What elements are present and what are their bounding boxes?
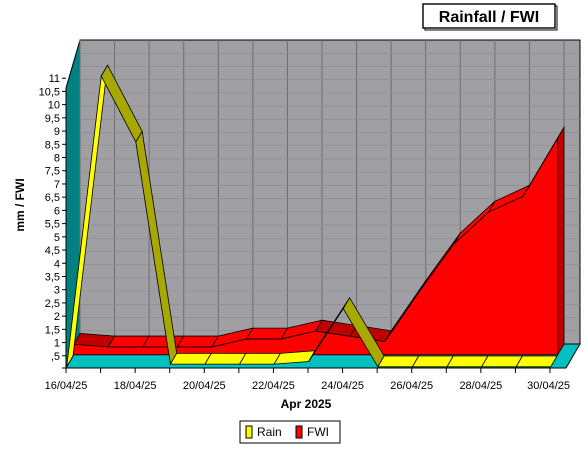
legend-swatch-rain	[245, 425, 253, 439]
series-fwi-segment	[245, 327, 289, 340]
y-tick-label: 8	[54, 153, 60, 165]
y-tick-label: 7,5	[45, 166, 60, 178]
x-tick-label: 20/04/25	[183, 380, 226, 392]
series-rain-segment	[480, 355, 524, 368]
legend-label-fwi: FWI	[307, 425, 329, 439]
y-tick-label: 6,5	[45, 192, 60, 204]
series-rain-segment	[204, 352, 247, 365]
series-rain-segment	[377, 355, 420, 368]
y-tick-label: 10,5	[39, 86, 60, 98]
fwi-series	[73, 125, 565, 357]
x-tick-label: 22/04/25	[252, 380, 295, 392]
legend-swatch-fwi	[295, 425, 303, 439]
chart-title: Rainfall / FWI	[439, 9, 539, 26]
y-tick-label: 1,5	[45, 324, 60, 336]
x-tick-label: 18/04/25	[114, 380, 157, 392]
y-tick-label: 9,5	[45, 113, 60, 125]
x-tick-label: 16/04/25	[45, 380, 88, 392]
y-tick-label: 2	[54, 311, 60, 323]
y-tick-label: ,5	[51, 351, 60, 363]
legend: Rain FWI	[239, 420, 341, 444]
x-tick-label: 28/04/25	[459, 380, 502, 392]
series-rain-segment	[446, 355, 489, 368]
y-tick-label: 8,5	[45, 139, 60, 151]
x-tick-label: 30/04/25	[527, 380, 570, 392]
y-tick-label: 2,5	[45, 298, 60, 310]
y-tick-label: 11	[49, 73, 60, 85]
series-rain-segment	[515, 355, 558, 368]
legend-label-rain: Rain	[257, 425, 282, 439]
series-rain-segment	[169, 352, 212, 365]
y-tick-label: 10	[48, 100, 60, 112]
series-fwi-segment	[176, 335, 219, 348]
y-tick-label: 5	[54, 232, 60, 244]
y-tick-label: 1	[54, 338, 60, 350]
y-tick-label: 7	[54, 179, 60, 191]
y-axis-ticks: ,511,522,533,544,555,566,577,588,599,510…	[39, 73, 66, 369]
series-fwi-segment	[142, 335, 185, 348]
y-tick-label: 3	[54, 285, 60, 297]
x-tick-label: 24/04/25	[321, 380, 364, 392]
series-rain-segment	[411, 355, 454, 368]
series-fwi-endcap	[557, 125, 565, 357]
x-axis-label: Apr 2025	[281, 397, 332, 411]
y-tick-label: 9	[54, 126, 60, 138]
series-fwi-segment	[73, 333, 116, 348]
y-axis-label: mm / FWI	[13, 178, 27, 231]
x-axis-ticks: 16/04/25 18/04/25 20/04/25 22/04/25 24/04/25…	[45, 368, 570, 392]
x-tick-label: 26/04/25	[390, 380, 433, 392]
series-rain-segment	[238, 352, 282, 365]
y-tick-label: 5,5	[45, 219, 60, 231]
y-tick-label: 6	[54, 205, 60, 217]
rain-series	[66, 64, 558, 368]
y-tick-label: 4,5	[45, 245, 60, 257]
y-tick-label: 4	[54, 258, 60, 270]
chart-title-box: Rainfall / FWI	[422, 3, 558, 31]
series-fwi-segment	[107, 335, 150, 348]
y-tick-label: 3,5	[45, 271, 60, 283]
